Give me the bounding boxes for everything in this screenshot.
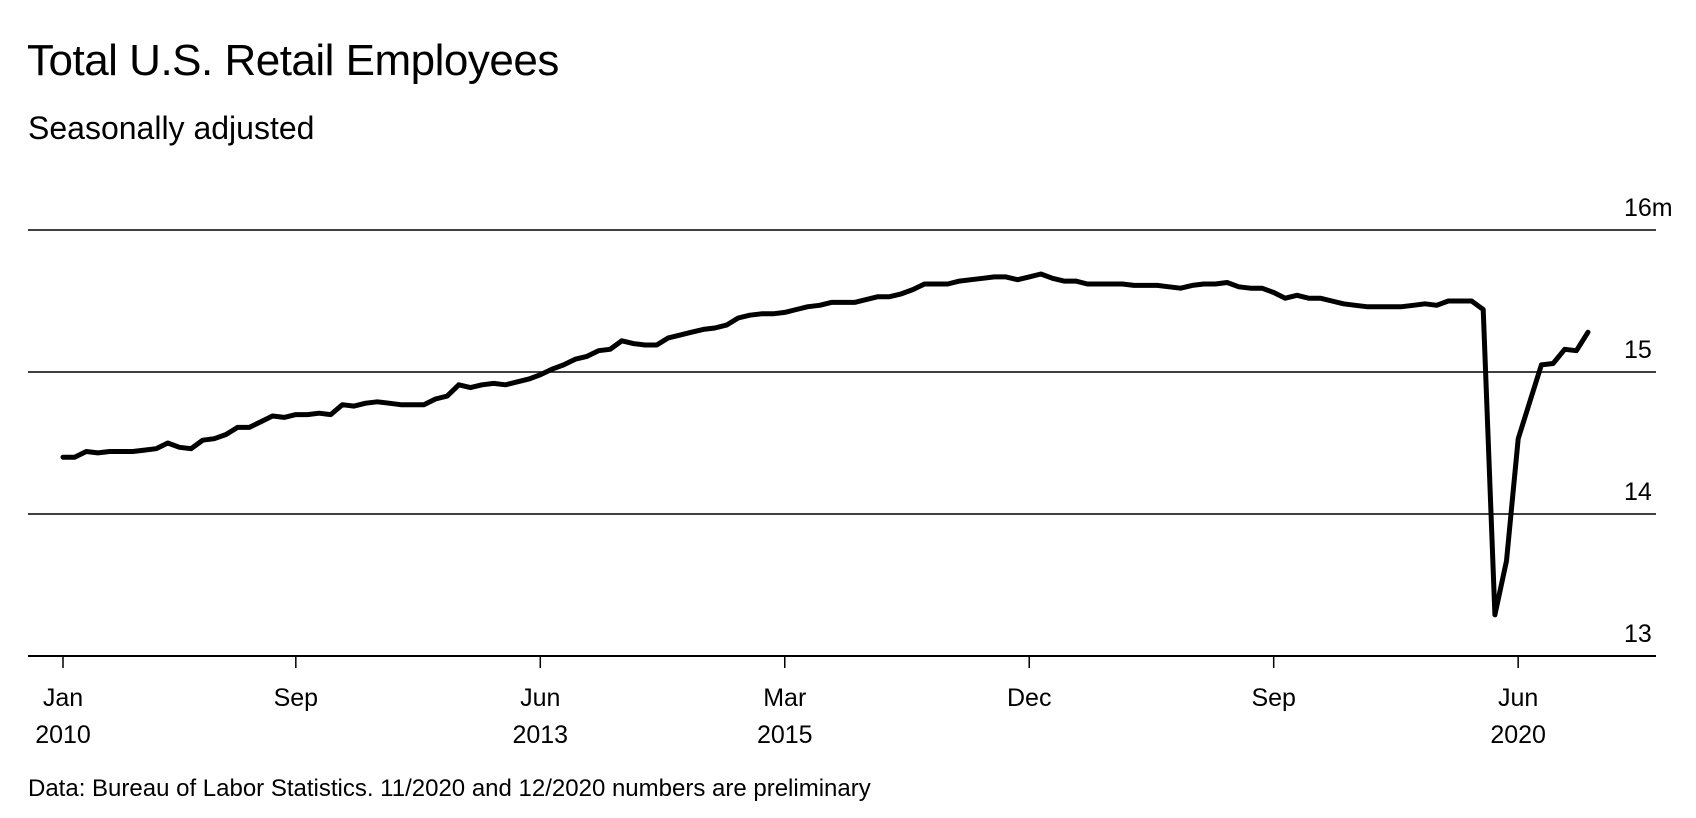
x-axis: Jan 2010 Sep Jun 2013 Mar 2015 Dec Sep Jun 2020 [35, 656, 1546, 749]
x-tick-year-label: 2013 [512, 721, 568, 749]
x-tick-label: Sep [1251, 684, 1295, 712]
source-note: Data: Bureau of Labor Statistics. 11/202… [28, 775, 871, 802]
x-tick-year-label: 2010 [35, 721, 91, 749]
x-tick-label: Sep [274, 684, 318, 712]
series-layer [60, 271, 1591, 618]
gridlines [28, 229, 1656, 657]
y-tick-label: 15 [1624, 336, 1652, 364]
x-tick-year-label: 2020 [1490, 721, 1546, 749]
x-tick-year-label: 2015 [757, 721, 813, 749]
y-axis-labels: 16m 15 14 13 [1624, 194, 1673, 648]
x-tick-label: Jun [520, 684, 560, 712]
chart-subtitle: Seasonally adjusted [28, 110, 315, 146]
x-tick-label: Mar [763, 684, 806, 712]
x-tick-label: Jan [43, 684, 83, 712]
chart-title: Total U.S. Retail Employees [27, 36, 559, 85]
y-tick-label: 13 [1624, 620, 1652, 648]
series-line-0 [60, 271, 1591, 618]
y-tick-label: 14 [1624, 478, 1652, 506]
y-tick-label: 16m [1624, 194, 1673, 222]
x-tick-label: Dec [1007, 684, 1051, 712]
x-tick-label: Jun [1498, 684, 1538, 712]
